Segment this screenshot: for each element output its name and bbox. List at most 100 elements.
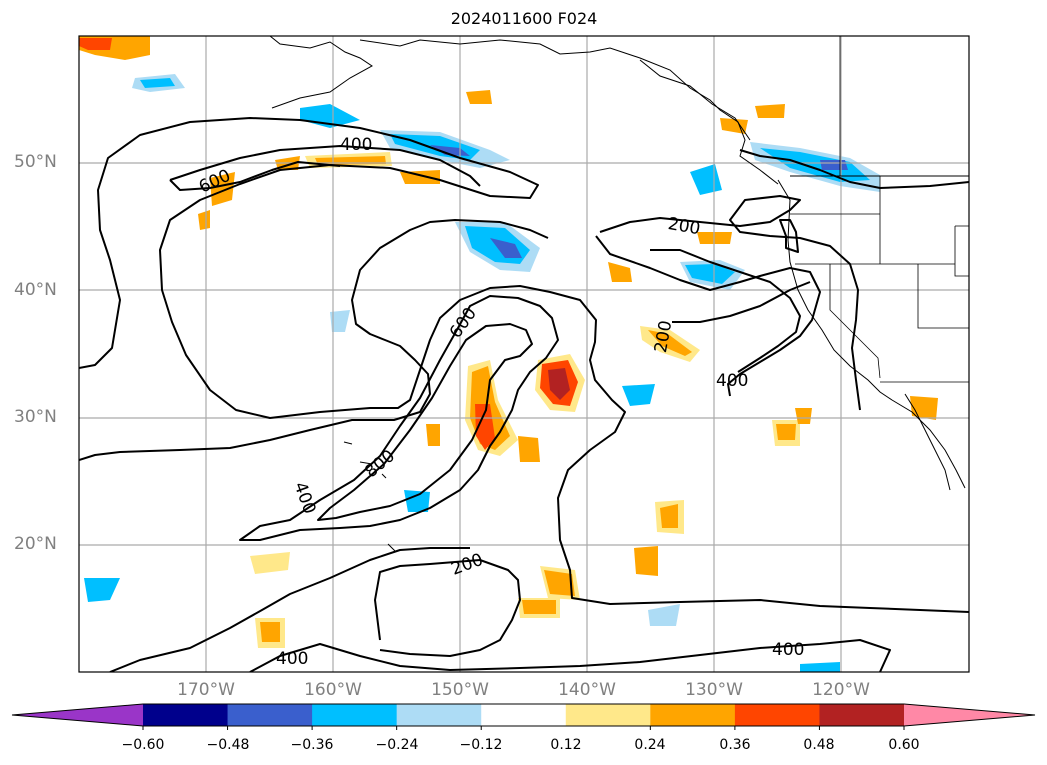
colorbar xyxy=(11,703,1036,730)
colorbar-tick-label: 0.60 xyxy=(888,737,920,753)
contour-east-200-arc xyxy=(739,149,969,189)
anomaly-blob-yellow-13-core xyxy=(522,600,556,614)
anomaly-blob-center-2-inner xyxy=(548,368,570,400)
lat-label-40n: 40°N xyxy=(14,280,57,300)
contour-600-inner xyxy=(169,161,341,191)
anomaly-blob-center-3 xyxy=(518,436,540,462)
contour-label-400-se: 400 xyxy=(772,640,804,660)
lon-label-140w: 140°W xyxy=(558,680,616,700)
contour-labels: 600 400 200 600 200 800 400 200 400 400 … xyxy=(196,135,805,669)
colorbar-tick-label: −0.48 xyxy=(206,737,250,753)
anomaly-blob-east-1 xyxy=(690,164,722,195)
height-contours xyxy=(79,117,969,672)
anomaly-blob-yellow-5 xyxy=(198,210,210,230)
anomaly-blob-blue-mid-inner xyxy=(490,238,522,258)
lat-label-50n: 50°N xyxy=(14,152,57,172)
anomaly-blob-blue-8 xyxy=(84,578,120,602)
contour-200-south xyxy=(109,547,470,672)
anomaly-blob-east-8-core xyxy=(648,330,692,356)
colorbar-extend-low xyxy=(12,704,143,726)
colorbar-tick-label: −0.36 xyxy=(290,737,334,753)
anomaly-blob-yellow-12-core xyxy=(544,570,575,596)
contour-200-east xyxy=(599,195,861,411)
coast-hawaii xyxy=(343,441,397,553)
anomaly-blob-east-2-core xyxy=(760,148,870,182)
colorbar-tick-label: 0.48 xyxy=(803,737,835,753)
contour-outer-400 xyxy=(79,117,969,613)
anomaly-blob-yellow-7-core xyxy=(776,424,796,440)
coast-bc xyxy=(639,59,751,141)
anomaly-blob-nw-corner-core xyxy=(79,38,112,50)
contour-200-mid xyxy=(672,281,811,323)
map-frame xyxy=(78,35,970,673)
colorbar-tick-label: 0.12 xyxy=(550,737,582,753)
colorbar-segment xyxy=(565,704,651,726)
anomaly-blob-blue-7 xyxy=(648,604,680,626)
lon-label-130w: 130°W xyxy=(685,680,743,700)
contour-200-east-loop xyxy=(650,249,801,373)
anomaly-blob-yellow-14-core xyxy=(260,622,280,642)
lon-label-160w: 160°W xyxy=(304,680,362,700)
contour-label-200-e: 200 xyxy=(666,214,701,239)
coast-baja xyxy=(904,393,951,491)
anomaly-blob-east-3-core xyxy=(685,264,735,284)
contour-label-400-e: 400 xyxy=(716,371,748,391)
colorbar-segment xyxy=(312,704,398,726)
contour-label-600-center: 600 xyxy=(446,304,481,342)
contour-label-400-w: 400 xyxy=(290,479,320,516)
coast-alaska xyxy=(269,36,779,185)
lon-label-150w: 150°W xyxy=(431,680,489,700)
colorbar-segment xyxy=(650,704,736,726)
colorbar-tick-label: −0.60 xyxy=(121,737,165,753)
anomaly-blob-north-1-core xyxy=(140,78,175,88)
anomaly-blob-east-7 xyxy=(608,262,632,282)
colorbar-segment xyxy=(143,704,229,726)
anomaly-blob-center-1-inner xyxy=(475,404,495,450)
colorbar-tick-label: 0.24 xyxy=(634,737,666,753)
lon-label-120w: 120°W xyxy=(812,680,870,700)
colorbar-extend-high xyxy=(904,704,1035,726)
colorbar-tick-label: 0.36 xyxy=(719,737,751,753)
anomaly-blob-center-4 xyxy=(426,424,440,446)
colorbar-segment xyxy=(819,704,905,726)
anomaly-blob-yellow-8 xyxy=(795,408,812,424)
anomaly-blob-blue-9 xyxy=(800,662,840,672)
contour-800 xyxy=(317,323,533,521)
colorbar-tick-label: −0.24 xyxy=(375,737,419,753)
anomaly-blob-east-2-inner xyxy=(820,160,848,170)
contour-400-west xyxy=(79,219,549,461)
contour-label-400-n: 400 xyxy=(340,135,372,155)
coastlines xyxy=(269,36,969,553)
colorbar-segment xyxy=(396,704,482,726)
anomaly-blob-blue-6 xyxy=(622,384,655,406)
contour-200-east-inner xyxy=(595,235,821,397)
anomaly-blob-yellow-6 xyxy=(466,90,492,104)
colorbar-segment xyxy=(227,704,313,726)
contour-400-bottom xyxy=(249,639,891,672)
colorbar-segment xyxy=(734,704,820,726)
colorbar-tick-marks xyxy=(142,726,905,730)
contour-200-south-2 xyxy=(374,559,521,657)
coast-westcoast xyxy=(777,179,966,489)
contour-600-ring xyxy=(169,145,481,187)
map-area: 600 400 200 600 200 800 400 200 400 400 … xyxy=(79,36,969,672)
lon-label-170w: 170°W xyxy=(177,680,235,700)
colorbar-tick-label: −0.12 xyxy=(459,737,503,753)
shaded-anomalies xyxy=(79,36,938,672)
contour-east-200-coast xyxy=(779,219,799,253)
anomaly-blob-yellow-10-core xyxy=(660,504,678,528)
border-states-1 xyxy=(790,36,969,329)
map-title: 2024011600 F024 xyxy=(450,9,598,28)
anomaly-blob-center-5 xyxy=(404,490,430,512)
anomaly-blob-yellow-4 xyxy=(210,172,235,206)
anomaly-blob-yellow-11 xyxy=(634,546,658,576)
lat-label-30n: 30°N xyxy=(14,407,57,427)
contour-label-200-s: 200 xyxy=(449,550,486,580)
colorbar-segment xyxy=(481,704,567,726)
lat-label-20n: 20°N xyxy=(14,534,57,554)
contour-label-400-sw: 400 xyxy=(276,649,308,669)
colorbar-segments xyxy=(12,704,1035,726)
anomaly-blob-yellow-16 xyxy=(330,310,350,332)
anomaly-blob-east-4 xyxy=(755,104,785,118)
